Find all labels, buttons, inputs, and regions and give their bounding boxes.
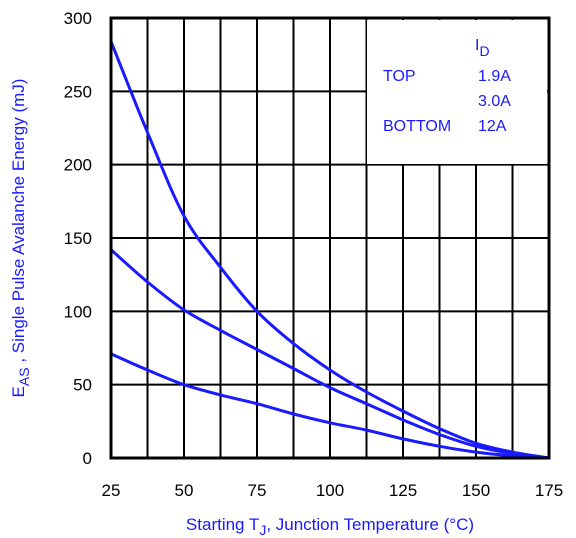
legend-row-value: 3.0A [478, 93, 511, 110]
plot-frame [109, 16, 551, 460]
x-tick-label: 25 [102, 481, 121, 500]
x-tick-label: 175 [535, 481, 563, 500]
x-axis-label-rest: , Junction Temperature (°C) [266, 515, 474, 534]
legend: ID TOP 1.9A 3.0A BOTTOM 12A [367, 20, 547, 164]
y-tick-label: 50 [73, 376, 92, 395]
legend-row-label: TOP [383, 68, 416, 85]
legend-header-main: I [475, 37, 479, 54]
legend-rows: TOP 1.9A 3.0A BOTTOM 12A [383, 68, 511, 135]
y-axis-label-main: E [9, 386, 28, 397]
y-tick-label: 300 [64, 9, 92, 28]
x-tick-label: 75 [248, 481, 267, 500]
y-axis-label-rest: , Single Pulse Avalanche Energy (mJ) [9, 79, 28, 368]
x-axis-label-sub: J [259, 522, 266, 538]
y-tick-label: 250 [64, 82, 92, 101]
series-line-3 [110, 352, 550, 460]
series-line-1 [109, 40, 550, 460]
y-tick-label: 200 [64, 156, 92, 175]
legend-header: ID [475, 37, 490, 59]
x-tick-label: 100 [316, 481, 344, 500]
x-axis-label: Starting TJ, Junction Temperature (°C) [186, 515, 474, 538]
y-tick-label: 100 [64, 302, 92, 321]
x-tick-label: 50 [175, 481, 194, 500]
legend-row-label: BOTTOM [383, 118, 451, 135]
x-tick-label: 125 [389, 481, 417, 500]
y-tick-label: 150 [64, 229, 92, 248]
x-tick-label: 150 [462, 481, 490, 500]
x-axis-label-main: Starting T [186, 515, 259, 534]
legend-header-sub: D [479, 43, 489, 59]
y-tick-label: 0 [83, 449, 92, 468]
series [109, 40, 550, 460]
y-axis-label-sub: AS [16, 367, 32, 386]
legend-row-value: 12A [478, 118, 507, 135]
y-axis-label: EAS , Single Pulse Avalanche Energy (mJ) [9, 79, 32, 398]
tick-labels: 25 50 75 100 125 150 175 0 50 100 150 200 250 300 [64, 9, 564, 500]
legend-row-value: 1.9A [478, 68, 511, 85]
legend-box [367, 20, 547, 164]
series-line-2 [110, 248, 550, 460]
